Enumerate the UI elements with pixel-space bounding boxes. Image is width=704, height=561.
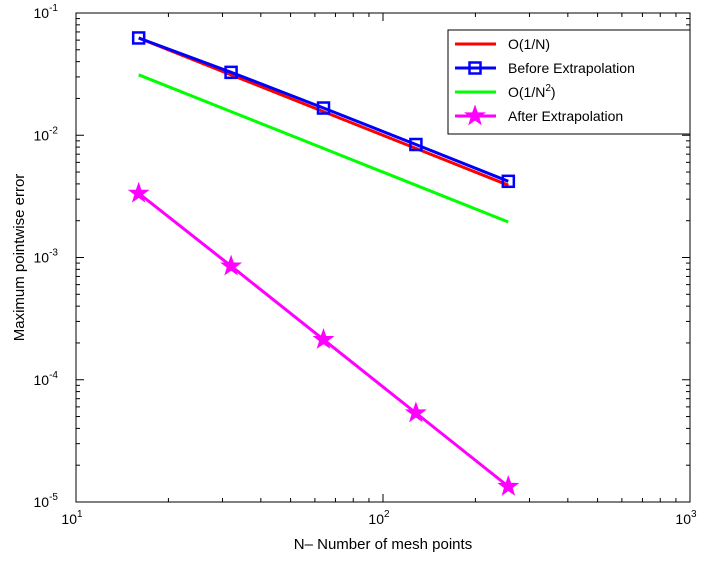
legend-label: After Extrapolation bbox=[508, 108, 623, 124]
data-point-after bbox=[312, 328, 335, 349]
legend-marker bbox=[468, 61, 482, 75]
y-axis-label: Maximum pointwise error bbox=[11, 174, 28, 342]
legend-entry-o1n: O(1/N) bbox=[455, 36, 550, 52]
data-point-before bbox=[501, 174, 516, 189]
legend-entry-before: Before Extrapolation bbox=[455, 60, 635, 76]
y-tick-label: 10-2 bbox=[34, 125, 59, 143]
data-point-before bbox=[409, 137, 423, 152]
legend-entry-o1n2: O(1/N2) bbox=[455, 83, 556, 100]
y-tick-label: 10-4 bbox=[34, 370, 59, 388]
legend-label: O(1/N2) bbox=[508, 83, 556, 100]
series-line-before bbox=[138, 36, 509, 183]
x-tick-label: 103 bbox=[675, 509, 697, 527]
legend: O(1/N) Before Extrapolation O(1/N2) After E… bbox=[447, 29, 691, 135]
legend-label: O(1/N) bbox=[508, 36, 550, 52]
data-point-before bbox=[224, 65, 238, 80]
y-tick-label: 10-3 bbox=[34, 248, 59, 266]
tick-layer: 101 102 103 10-5 10-4 10-3 10-2 10-1 bbox=[34, 3, 697, 527]
data-point-after bbox=[127, 181, 150, 203]
y-tick-label: 10-1 bbox=[34, 3, 59, 21]
y-tick-label: 10-5 bbox=[34, 492, 59, 510]
x-tick-label: 102 bbox=[368, 509, 390, 527]
series-line-o1n2 bbox=[138, 73, 509, 224]
x-tick-label: 101 bbox=[61, 509, 83, 527]
data-point-after bbox=[404, 401, 427, 423]
legend-label: Before Extrapolation bbox=[508, 60, 635, 76]
legend-entry-after: After Extrapolation bbox=[455, 104, 623, 126]
data-point-before bbox=[131, 31, 146, 45]
series-line-o1n bbox=[138, 36, 509, 187]
data-point-after bbox=[220, 254, 243, 276]
series-layer bbox=[127, 31, 520, 496]
data-point-after bbox=[497, 474, 520, 496]
x-axis-label: N– Number of mesh points bbox=[294, 536, 472, 553]
legend-marker bbox=[464, 104, 486, 126]
data-point-before bbox=[316, 101, 331, 115]
